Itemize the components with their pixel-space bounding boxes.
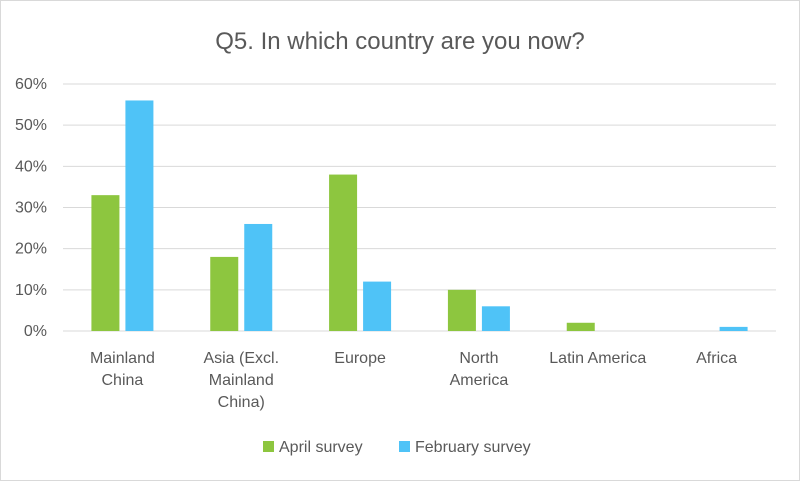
- bar-april-survey-3: [447, 289, 476, 331]
- y-tick-label: 30%: [15, 200, 47, 217]
- category-label-line: China: [102, 372, 144, 389]
- legend: April survey February survey: [263, 439, 531, 456]
- category-label-line: Mainland: [90, 350, 155, 367]
- category-label-line: Mainland: [209, 372, 274, 389]
- y-tick-label: 50%: [15, 117, 47, 134]
- legend-swatch: [399, 441, 410, 452]
- category-label-line: America: [450, 372, 509, 389]
- category-label-line: Asia (Excl.: [203, 350, 279, 367]
- category-label-line: Africa: [696, 350, 737, 367]
- category-label-line: North: [459, 350, 498, 367]
- bar-april-survey-4: [566, 322, 595, 331]
- y-axis-ticks: 0% 10% 20% 30% 40% 50% 60%: [15, 76, 47, 340]
- y-tick-label: 20%: [15, 241, 47, 258]
- bar-february-survey-1: [244, 223, 273, 331]
- y-tick-label: 40%: [15, 158, 47, 175]
- y-tick-label: 60%: [15, 76, 47, 93]
- bar-february-survey-5: [719, 326, 748, 331]
- x-axis-categories: Mainland China Asia (Excl. Mainland China) Eu…: [90, 350, 737, 411]
- legend-label: February survey: [415, 439, 531, 456]
- legend-label: April survey: [279, 439, 363, 456]
- bar-april-survey-1: [210, 256, 239, 331]
- category-label-line: China): [218, 394, 265, 411]
- bar-february-survey-0: [125, 100, 154, 331]
- bar-april-survey-2: [329, 174, 358, 331]
- bar-february-survey-3: [481, 306, 510, 331]
- bar-april-survey-0: [91, 195, 120, 331]
- y-tick-label: 10%: [15, 282, 47, 299]
- category-label: Mainland China: [90, 350, 155, 389]
- chart-title: Q5. In which country are you now?: [215, 28, 585, 55]
- category-label: North America: [450, 350, 509, 389]
- legend-swatch: [263, 441, 274, 452]
- bar-february-survey-2: [363, 281, 392, 331]
- category-label: Europe: [334, 350, 386, 367]
- category-label: Asia (Excl. Mainland China): [203, 350, 279, 411]
- category-label: Latin America: [549, 350, 646, 367]
- bars: [91, 100, 748, 331]
- gridlines: [63, 83, 776, 332]
- y-tick-label: 0%: [24, 323, 47, 340]
- category-label: Africa: [696, 350, 737, 367]
- category-label-line: Europe: [334, 350, 386, 367]
- category-label-line: Latin America: [549, 350, 646, 367]
